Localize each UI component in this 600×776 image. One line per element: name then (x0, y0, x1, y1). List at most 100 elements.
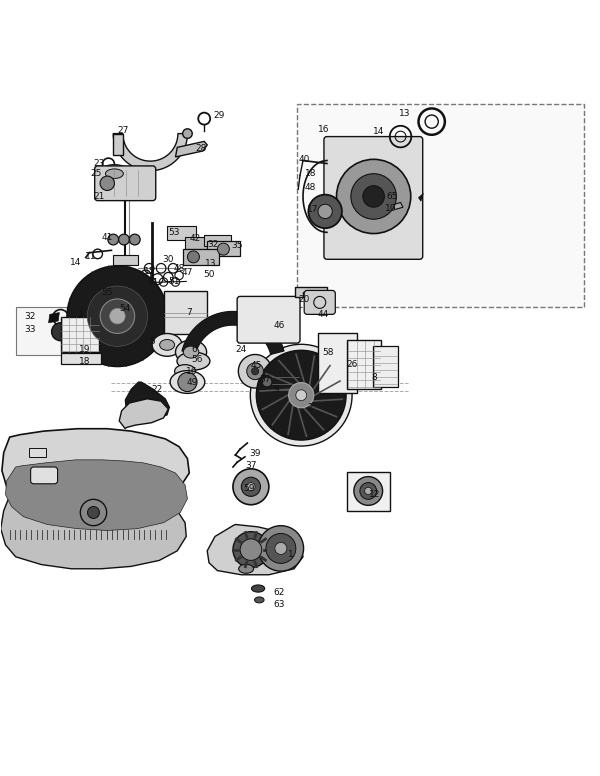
Text: 28: 28 (195, 144, 206, 153)
Circle shape (351, 174, 397, 219)
Polygon shape (119, 399, 169, 428)
Text: 48: 48 (173, 264, 184, 273)
Polygon shape (1, 494, 186, 569)
Polygon shape (121, 358, 128, 367)
Polygon shape (295, 287, 327, 297)
Text: 41: 41 (148, 278, 160, 287)
Text: 17: 17 (307, 205, 319, 214)
Text: 56: 56 (191, 355, 203, 364)
Ellipse shape (98, 165, 131, 182)
Text: 9: 9 (273, 385, 279, 393)
Text: 59: 59 (243, 484, 254, 493)
Text: 50: 50 (203, 270, 215, 279)
Circle shape (88, 507, 100, 518)
Text: 54: 54 (119, 304, 131, 314)
Ellipse shape (106, 169, 124, 178)
Polygon shape (49, 313, 59, 323)
Ellipse shape (170, 371, 205, 393)
Circle shape (256, 350, 346, 440)
FancyBboxPatch shape (324, 137, 423, 259)
Circle shape (308, 195, 342, 228)
Polygon shape (157, 298, 166, 305)
Circle shape (363, 185, 385, 207)
Text: 2: 2 (307, 403, 313, 411)
Circle shape (110, 308, 125, 324)
Text: 27: 27 (118, 126, 129, 135)
Polygon shape (175, 141, 207, 157)
FancyBboxPatch shape (183, 248, 219, 265)
Circle shape (178, 372, 197, 392)
FancyBboxPatch shape (318, 333, 357, 393)
Text: 29: 29 (213, 111, 224, 120)
Circle shape (251, 368, 259, 375)
Polygon shape (78, 341, 87, 349)
Ellipse shape (160, 340, 175, 350)
Text: 58: 58 (323, 348, 334, 357)
Text: 32: 32 (207, 240, 218, 249)
Text: 30: 30 (163, 255, 174, 265)
Text: 37: 37 (245, 461, 256, 470)
Circle shape (217, 243, 229, 255)
Text: 62: 62 (273, 588, 284, 598)
Circle shape (258, 525, 304, 571)
Text: 21: 21 (94, 192, 105, 201)
Text: 35: 35 (231, 241, 242, 250)
Text: 46: 46 (273, 320, 284, 330)
Text: 55: 55 (101, 288, 113, 296)
Text: 45: 45 (251, 361, 262, 369)
FancyBboxPatch shape (185, 237, 218, 249)
Text: 15: 15 (145, 267, 156, 275)
FancyBboxPatch shape (297, 104, 584, 307)
Text: 14: 14 (373, 127, 385, 137)
Polygon shape (207, 525, 303, 575)
Text: 47: 47 (181, 268, 193, 277)
Circle shape (250, 345, 352, 446)
Text: 8: 8 (372, 372, 377, 382)
Polygon shape (113, 133, 187, 171)
Ellipse shape (175, 365, 196, 378)
FancyBboxPatch shape (347, 340, 382, 390)
Text: 57: 57 (259, 375, 271, 383)
FancyBboxPatch shape (61, 317, 100, 352)
Text: 53: 53 (169, 228, 180, 237)
Text: 1: 1 (288, 550, 294, 559)
Ellipse shape (259, 376, 275, 389)
FancyBboxPatch shape (95, 166, 156, 201)
Polygon shape (157, 327, 166, 334)
Ellipse shape (254, 597, 264, 603)
Polygon shape (125, 382, 170, 419)
FancyBboxPatch shape (207, 241, 240, 256)
Circle shape (360, 483, 377, 499)
Polygon shape (160, 313, 169, 320)
Text: 20: 20 (299, 295, 310, 304)
Circle shape (233, 469, 269, 504)
Circle shape (67, 266, 168, 366)
Polygon shape (419, 193, 424, 201)
Text: 23: 23 (94, 159, 105, 168)
Ellipse shape (239, 564, 254, 573)
Polygon shape (107, 265, 113, 275)
Polygon shape (92, 352, 99, 361)
Circle shape (108, 234, 119, 245)
Text: 42: 42 (189, 234, 200, 243)
Circle shape (240, 539, 262, 560)
Text: 44: 44 (318, 310, 329, 320)
Text: 33: 33 (25, 325, 36, 334)
Text: 48: 48 (305, 183, 316, 192)
Polygon shape (5, 460, 187, 531)
Circle shape (233, 532, 269, 567)
FancyBboxPatch shape (16, 307, 112, 355)
Text: 13: 13 (205, 259, 217, 268)
Circle shape (187, 251, 199, 263)
Ellipse shape (251, 585, 265, 592)
Polygon shape (136, 272, 143, 281)
FancyBboxPatch shape (113, 255, 139, 265)
Polygon shape (92, 272, 99, 281)
Circle shape (318, 204, 332, 219)
Circle shape (52, 323, 70, 341)
Circle shape (296, 390, 307, 400)
FancyBboxPatch shape (271, 370, 300, 393)
Text: 18: 18 (79, 356, 90, 365)
Text: 18: 18 (305, 169, 316, 178)
FancyBboxPatch shape (304, 290, 335, 314)
